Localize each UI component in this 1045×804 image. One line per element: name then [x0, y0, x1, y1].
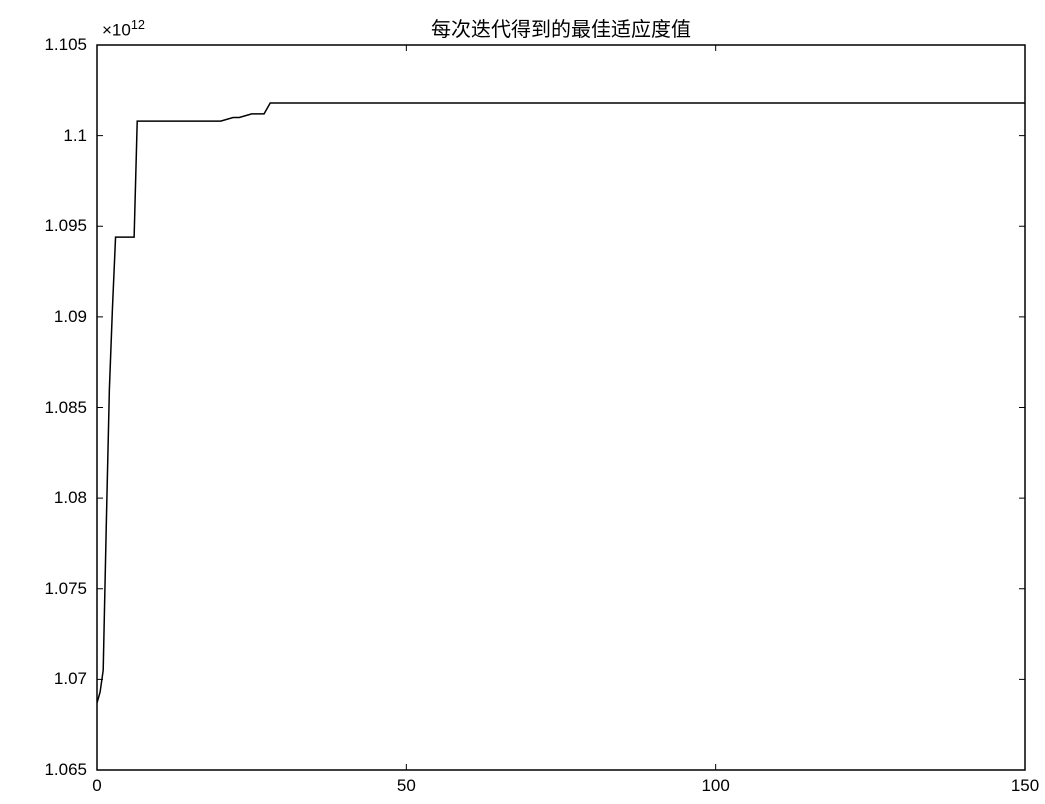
y-tick-label: 1.09 — [54, 307, 87, 327]
y-tick-label: 1.085 — [44, 398, 87, 418]
y-scale-label: ×1012 — [102, 17, 145, 41]
y-tick-label: 1.07 — [54, 669, 87, 689]
y-tick-label: 1.1 — [63, 126, 87, 146]
y-tick-label: 1.08 — [54, 488, 87, 508]
y-tick-label: 1.075 — [44, 579, 87, 599]
chart-container: 0 50 100 150 1.065 1.07 1.075 1.08 1.085 1.09 1.09… — [0, 0, 1045, 804]
x-tick-label: 50 — [397, 776, 416, 796]
x-tick-label: 150 — [1011, 776, 1039, 796]
y-tick-label: 1.105 — [44, 35, 87, 55]
x-tick-label: 0 — [92, 776, 101, 796]
chart-title: 每次迭代得到的最佳适应度值 — [431, 13, 691, 42]
chart-svg — [0, 0, 1045, 804]
y-tick-label: 1.095 — [44, 216, 87, 236]
y-tick-label: 1.065 — [44, 760, 87, 780]
x-tick-label: 100 — [701, 776, 729, 796]
